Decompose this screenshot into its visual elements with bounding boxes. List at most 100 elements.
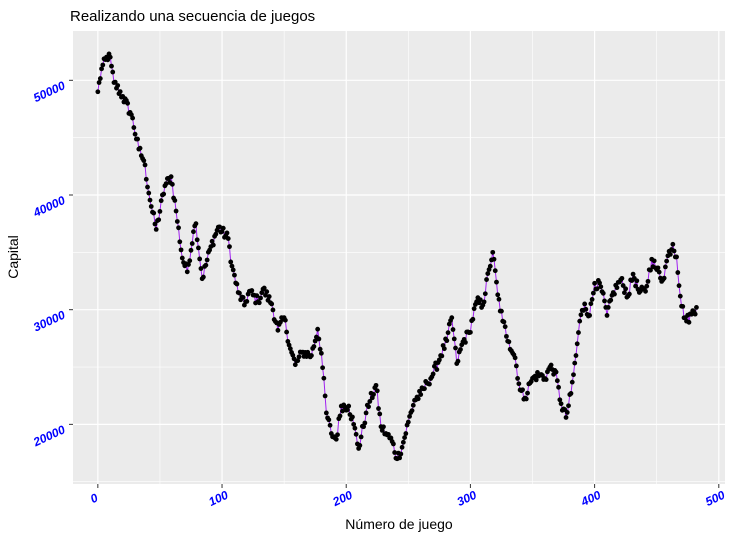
data-point: [376, 406, 381, 411]
data-point: [600, 290, 606, 296]
data-point: [434, 367, 440, 372]
data-point: [602, 298, 607, 304]
minor-gridlines: [73, 31, 725, 484]
data-point: [254, 293, 260, 299]
data-point: [110, 69, 116, 75]
data-point: [477, 297, 483, 303]
data-point: [391, 441, 396, 447]
data-point: [662, 264, 668, 270]
data-point: [204, 257, 210, 263]
data-point: [317, 346, 323, 352]
data-point: [587, 313, 593, 318]
data-point: [577, 318, 583, 324]
data-point: [203, 262, 209, 268]
data-point: [340, 408, 345, 414]
x-axis-title: Número de juego: [345, 516, 453, 532]
data-point: [335, 432, 340, 438]
data-point: [178, 247, 184, 253]
data-point: [145, 184, 150, 190]
data-point: [686, 319, 692, 325]
data-point: [312, 338, 318, 344]
data-point: [327, 422, 333, 428]
data-point: [210, 242, 216, 248]
data-point: [194, 237, 200, 243]
data-point: [643, 288, 648, 294]
data-point: [371, 391, 376, 397]
data-point: [363, 410, 369, 416]
data-point: [366, 404, 371, 410]
data-point: [142, 162, 148, 168]
data-point: [614, 285, 620, 291]
data-point: [502, 324, 508, 330]
data-point: [648, 267, 653, 273]
data-point: [270, 307, 276, 313]
data-point: [256, 300, 262, 306]
data-point: [172, 198, 178, 203]
data-point: [578, 312, 584, 318]
data-point: [398, 451, 404, 457]
data-point: [415, 396, 421, 402]
data-point: [163, 181, 169, 187]
data-point: [405, 419, 411, 425]
data-point: [558, 401, 564, 407]
y-tick-label: 50000: [31, 78, 67, 105]
data-point: [674, 254, 679, 260]
data-point: [485, 271, 491, 276]
data-point: [490, 249, 496, 255]
data-point: [644, 283, 650, 289]
data-point: [290, 352, 296, 358]
data-point: [656, 269, 662, 275]
data-point: [543, 377, 549, 382]
data-point: [95, 89, 101, 95]
data-point: [608, 297, 614, 303]
data-point: [554, 378, 560, 384]
data-point: [193, 221, 199, 227]
data-point: [350, 414, 355, 420]
data-point: [491, 256, 497, 262]
data-point: [292, 362, 298, 368]
data-point: [444, 338, 450, 344]
data-point: [446, 321, 452, 327]
data-point: [661, 275, 667, 281]
data-point: [151, 210, 157, 216]
x-tick-label: 200: [330, 488, 355, 510]
data-point: [146, 190, 152, 196]
data-point: [571, 372, 576, 378]
data-point: [671, 248, 677, 254]
data-point: [481, 299, 487, 305]
data-point: [201, 274, 206, 280]
data-point: [407, 414, 412, 419]
data-point: [228, 259, 234, 265]
data-point: [499, 308, 504, 314]
x-tick-label: 0: [88, 490, 100, 506]
data-point: [453, 345, 458, 351]
data-point: [326, 417, 332, 423]
data-point: [173, 208, 179, 214]
data-point: [622, 290, 627, 296]
data-point: [351, 421, 357, 427]
data-point: [174, 219, 180, 224]
data-point: [496, 296, 502, 302]
data-point: [501, 319, 507, 325]
data-point: [667, 251, 673, 257]
data-point: [249, 288, 255, 293]
data-point: [188, 247, 194, 253]
data-point: [664, 258, 670, 264]
data-point: [177, 239, 183, 245]
data-point: [137, 145, 143, 151]
data-point: [315, 326, 321, 332]
data-point: [470, 316, 476, 322]
data-point: [333, 436, 339, 442]
data-point: [597, 280, 602, 286]
data-point: [525, 390, 530, 396]
data-point: [179, 255, 185, 261]
data-point: [244, 299, 250, 304]
data-point: [403, 431, 409, 436]
data-point: [258, 295, 263, 301]
data-point: [410, 402, 416, 408]
data-point: [153, 227, 159, 232]
data-point: [513, 363, 519, 369]
data-point: [269, 301, 275, 307]
data-point: [240, 295, 246, 300]
data-point: [345, 407, 350, 413]
